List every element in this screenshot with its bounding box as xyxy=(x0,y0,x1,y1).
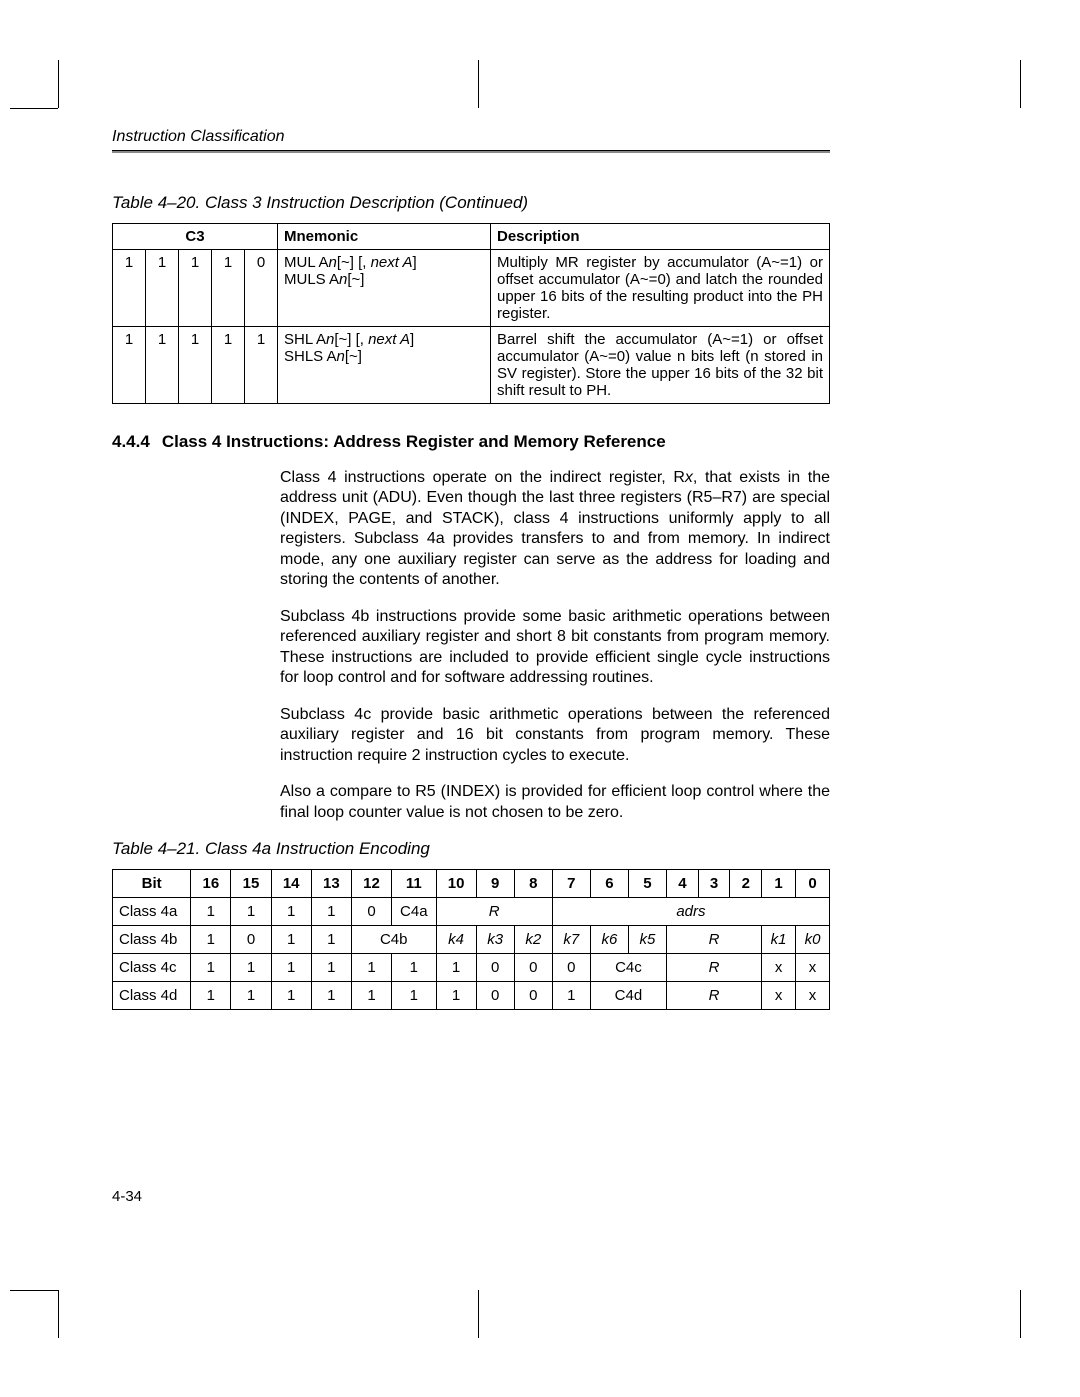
table-4-21: Bit 16 15 14 13 12 11 10 9 8 7 6 5 4 3 2… xyxy=(112,869,830,1010)
paragraph: Class 4 instructions operate on the indi… xyxy=(280,468,830,591)
table-row: 1 1 1 1 0 MUL An[~] [, next A] MULS An[~… xyxy=(113,250,830,327)
table-row: Class 4d 1 1 1 1 1 1 1 0 0 1 C4d R x x xyxy=(113,982,830,1010)
table-row: 1 1 1 1 1 SHL An[~] [, next A] SHLS An[~… xyxy=(113,327,830,404)
section-number: 4.4.4 xyxy=(112,432,150,451)
paragraph: Subclass 4b instructions provide some ba… xyxy=(280,607,830,689)
section-heading: 4.4.4 Class 4 Instructions: Address Regis… xyxy=(112,432,830,452)
page-content: Instruction Classification Table 4–20. C… xyxy=(112,128,830,1010)
table-row: Class 4b 1 0 1 1 C4b k4 k3 k2 k7 k6 k5 R… xyxy=(113,926,830,954)
paragraph: Subclass 4c provide basic arithmetic ope… xyxy=(280,705,830,766)
description-cell: Barrel shift the accumulator (A~=1) or o… xyxy=(491,327,830,404)
description-header: Description xyxy=(491,224,830,250)
section-title: Class 4 Instructions: Address Register a… xyxy=(162,432,666,451)
mnemonic-cell: SHL An[~] [, next A] SHLS An[~] xyxy=(278,327,491,404)
paragraph: Also a compare to R5 (INDEX) is provided… xyxy=(280,782,830,823)
page-number: 4-34 xyxy=(112,1188,142,1197)
table-4-21-caption: Table 4–21. Class 4a Instruction Encodin… xyxy=(112,839,830,859)
body-text: Class 4 instructions operate on the indi… xyxy=(280,468,830,823)
header-rule xyxy=(112,150,830,153)
table-row: Class 4a 1 1 1 1 0 C4a R adrs xyxy=(113,898,830,926)
table-4-20-caption: Table 4–20. Class 3 Instruction Descript… xyxy=(112,193,830,213)
table-row: Class 4c 1 1 1 1 1 1 1 0 0 0 C4c R x x xyxy=(113,954,830,982)
mnemonic-cell: MUL An[~] [, next A] MULS An[~] xyxy=(278,250,491,327)
mnemonic-header: Mnemonic xyxy=(278,224,491,250)
header-row: Bit 16 15 14 13 12 11 10 9 8 7 6 5 4 3 2… xyxy=(113,870,830,898)
c3-header: C3 xyxy=(113,224,278,250)
table-4-20: C3 Mnemonic Description 1 1 1 1 0 MUL An… xyxy=(112,223,830,404)
description-cell: Multiply MR register by accumulator (A~=… xyxy=(491,250,830,327)
running-header: Instruction Classification xyxy=(112,128,830,146)
